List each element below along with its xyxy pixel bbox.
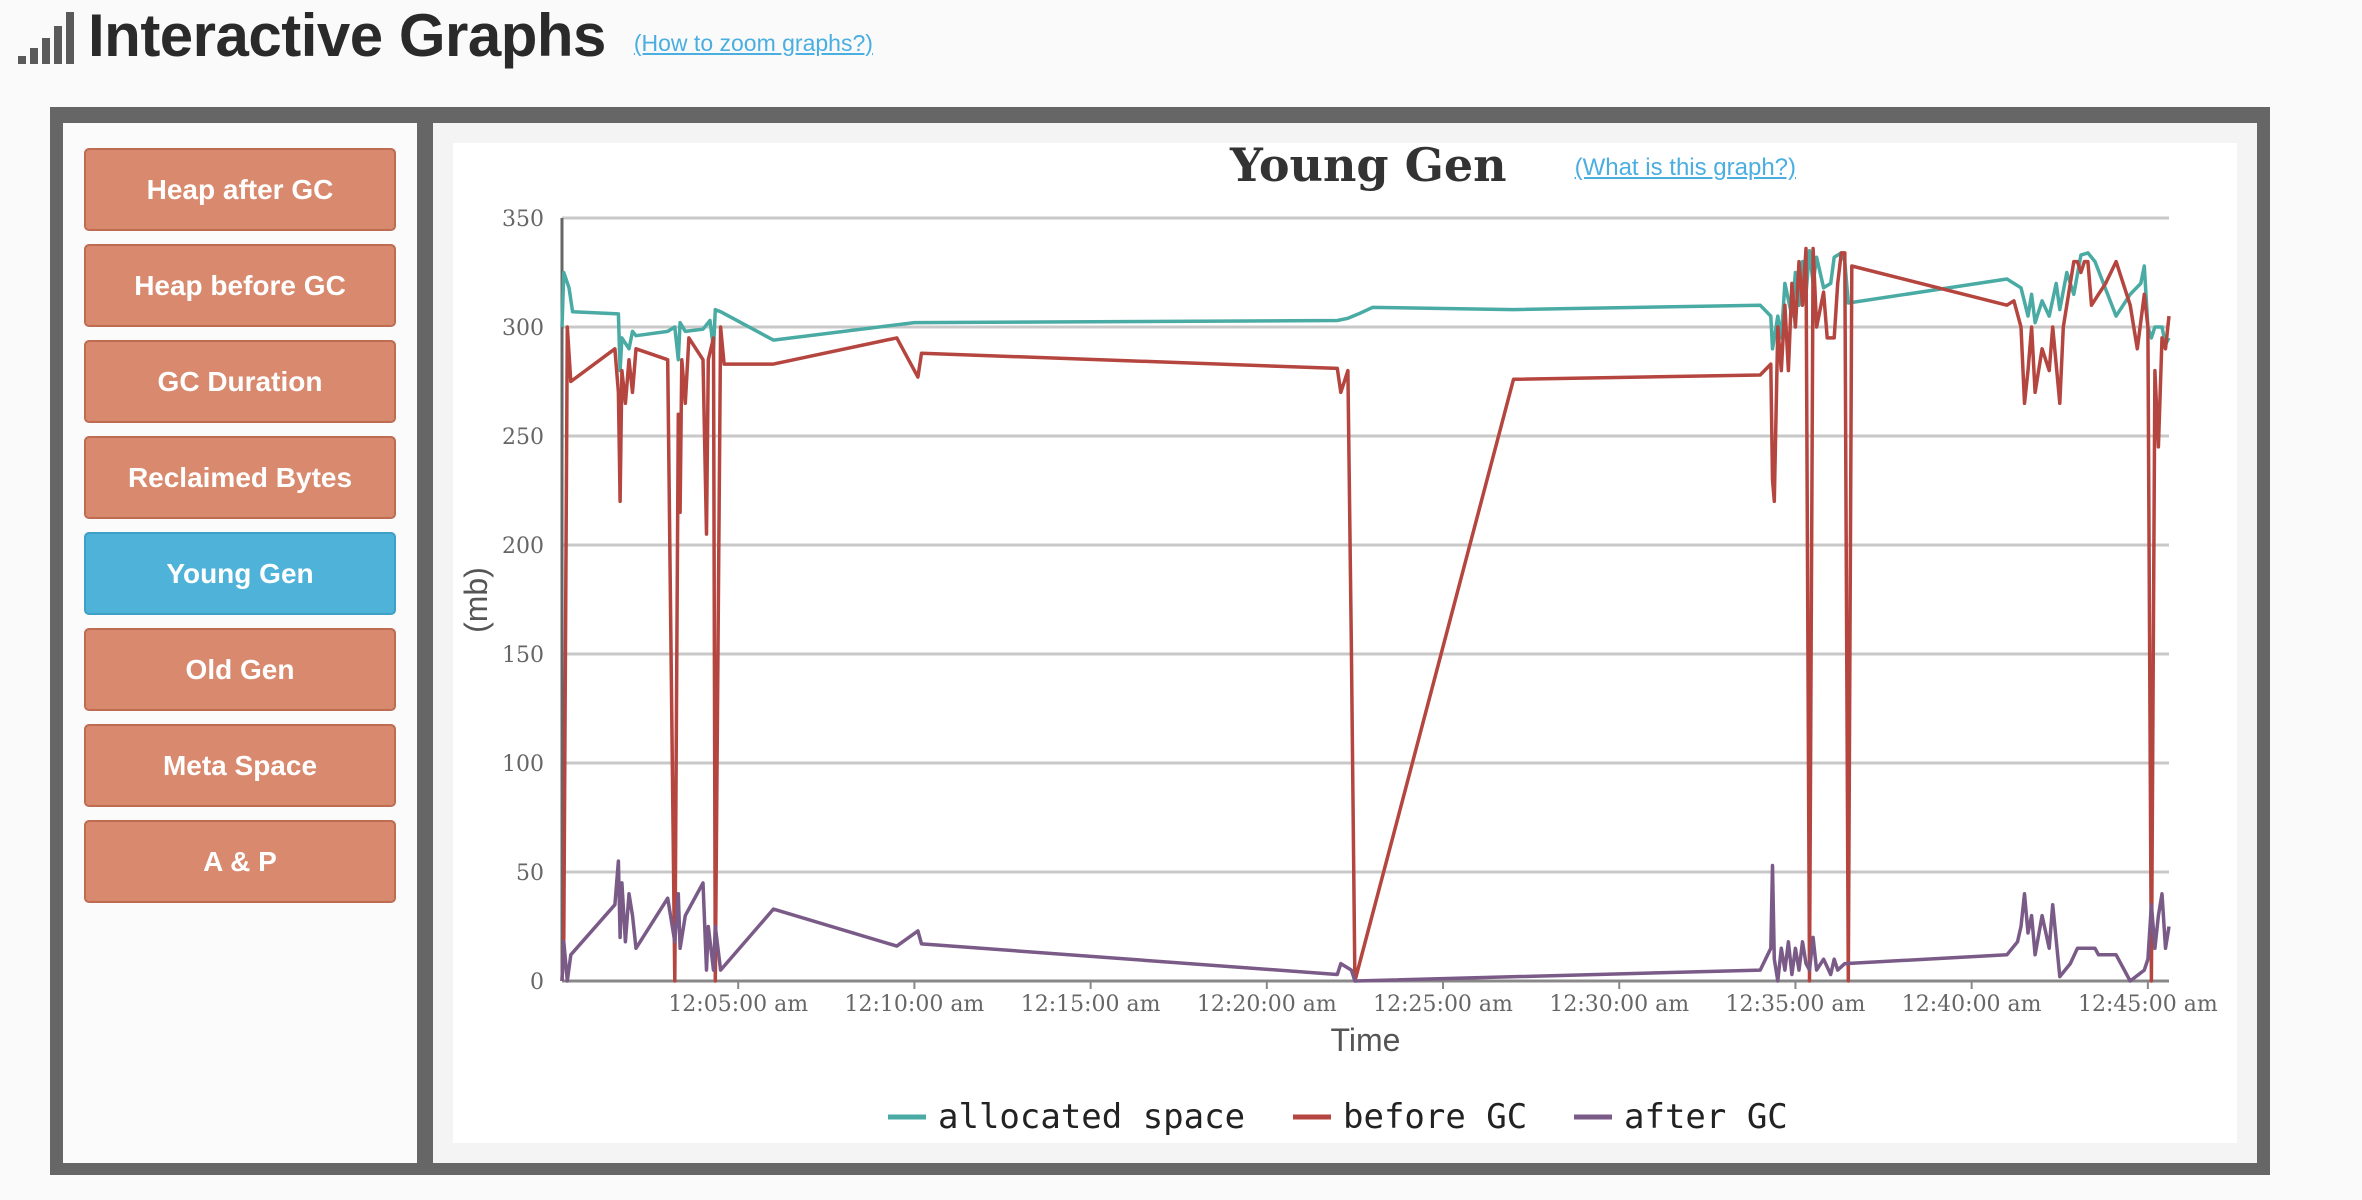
x-tick-label: 12:40:00 am (1902, 992, 2042, 1017)
heap-after-gc-button[interactable]: Heap after GC (84, 148, 396, 231)
x-tick-label: 12:15:00 am (1021, 992, 1161, 1017)
legend-label: allocated space (938, 1097, 1245, 1137)
chart-header: Young Gen (What is this graph?) (1230, 138, 1796, 192)
y-tick-label: 250 (502, 425, 544, 450)
x-tick-label: 12:25:00 am (1373, 992, 1513, 1017)
y-tick-label: 150 (502, 643, 544, 668)
legend-label: before GC (1343, 1097, 1527, 1137)
series-line-allocated-space (560, 248, 2171, 373)
chart-area (453, 143, 2237, 1143)
page-header: Interactive Graphs (How to zoom graphs?) (18, 0, 873, 70)
old-gen-button[interactable]: Old Gen (84, 628, 396, 711)
zoom-help-link[interactable]: (How to zoom graphs?) (633, 29, 873, 56)
y-tick-label: 300 (502, 316, 544, 341)
series-line-before-gc (560, 246, 2171, 983)
x-tick-label: 12:05:00 am (668, 992, 808, 1017)
y-tick-label: 50 (516, 861, 544, 886)
reclaimed-bytes-button[interactable]: Reclaimed Bytes (84, 436, 396, 519)
legend-label: after GC (1624, 1097, 1788, 1137)
y-tick-label: 0 (530, 970, 544, 995)
what-is-this-graph-link[interactable]: (What is this graph?) (1574, 154, 1797, 181)
young-gen-button[interactable]: Young Gen (84, 532, 396, 615)
heap-before-gc-button[interactable]: Heap before GC (84, 244, 396, 327)
signal-bars-icon (18, 12, 74, 64)
x-tick-label: 12:35:00 am (1726, 992, 1866, 1017)
gc-duration-button[interactable]: GC Duration (84, 340, 396, 423)
series-line-after-gc (560, 859, 2171, 983)
x-tick-label: 12:10:00 am (845, 992, 985, 1017)
y-tick-label: 200 (502, 534, 544, 559)
y-axis-title: (mb) (458, 567, 494, 633)
meta-space-button[interactable]: Meta Space (84, 724, 396, 807)
chart-title: Young Gen (1230, 138, 1507, 192)
x-tick-label: 12:30:00 am (1549, 992, 1689, 1017)
x-axis-title: Time (1331, 1022, 1401, 1058)
x-tick-label: 12:45:00 am (2078, 992, 2218, 1017)
y-tick-label: 100 (502, 752, 544, 777)
x-tick-label: 12:20:00 am (1197, 992, 1337, 1017)
a-and-p-button[interactable]: A & P (84, 820, 396, 903)
y-tick-label: 350 (502, 207, 544, 232)
page-title: Interactive Graphs (88, 1, 606, 69)
